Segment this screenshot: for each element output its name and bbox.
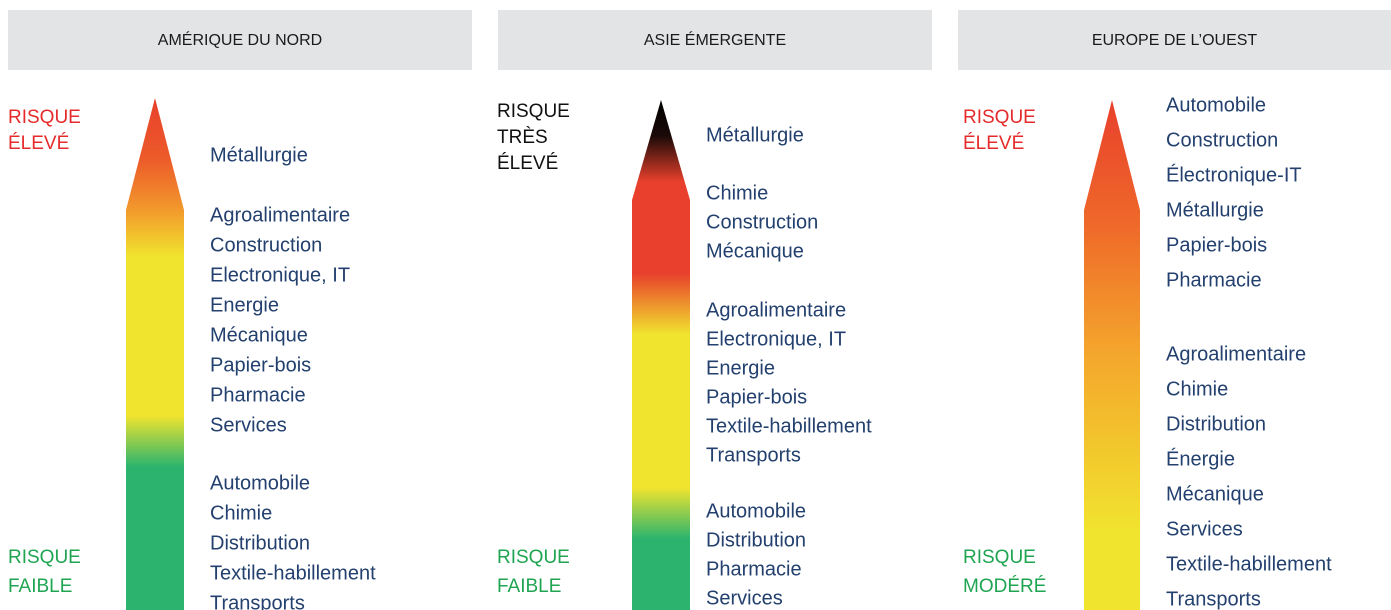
risk-label-top: ÉLEVÉ xyxy=(497,153,558,174)
panels: AMÉRIQUE DU NORD RISQUE ÉLEVÉ RISQUE FAIBLE M… xyxy=(8,10,1391,610)
region-header: AMÉRIQUE DU NORD xyxy=(158,30,322,49)
sector: Chimie xyxy=(1166,378,1228,400)
risk-label-top: RISQUE xyxy=(8,107,81,128)
sector: Métallurgie xyxy=(210,144,308,166)
risk-label-top: RISQUE xyxy=(497,101,570,122)
sector: Construction xyxy=(1166,129,1278,151)
panel: EUROPE DE L’OUEST RISQUE ÉLEVÉ RISQUE MODÉRÉ… xyxy=(958,10,1391,610)
sector: Construction xyxy=(706,211,818,233)
sector: Services xyxy=(1166,518,1243,540)
sector: Services xyxy=(210,414,287,436)
sector: Électronique-IT xyxy=(1166,163,1302,186)
sector: Transports xyxy=(210,592,305,610)
sector: Textile-habillement xyxy=(1166,553,1332,575)
sector: Mécanique xyxy=(210,324,308,346)
risk-label-top: RISQUE xyxy=(963,107,1036,128)
sector: Transports xyxy=(1166,588,1261,610)
sector: Papier-bois xyxy=(706,386,807,408)
sector: Chimie xyxy=(706,182,768,204)
sector: Agroalimentaire xyxy=(706,299,846,321)
sector: Pharmacie xyxy=(1166,269,1262,291)
sector: Mécanique xyxy=(706,240,804,262)
sector: Distribution xyxy=(706,529,806,551)
sector: Electronique, IT xyxy=(210,264,350,286)
sector: Services xyxy=(706,587,783,609)
risk-arrow xyxy=(126,98,184,610)
risk-label-bottom: FAIBLE xyxy=(497,576,561,597)
region-header-bg xyxy=(8,10,472,70)
risk-label-bottom: MODÉRÉ xyxy=(963,576,1046,597)
sector: Pharmacie xyxy=(210,384,306,406)
sector: Automobile xyxy=(1166,94,1266,116)
sector: Energie xyxy=(210,294,279,316)
sector: Mécanique xyxy=(1166,483,1264,505)
panel: ASIE ÉMERGENTE RISQUE TRÈS ÉLEVÉ RISQUE FAIBL… xyxy=(497,10,932,610)
region-header: EUROPE DE L’OUEST xyxy=(1092,32,1258,49)
risk-label-top: ÉLEVÉ xyxy=(8,133,69,154)
sector: Métallurgie xyxy=(1166,199,1264,221)
sector: Textile-habillement xyxy=(210,562,376,584)
sector: Construction xyxy=(210,234,322,256)
sector: Énergie xyxy=(1166,447,1235,470)
sector: Agroalimentaire xyxy=(1166,343,1306,365)
risk-label-bottom: RISQUE xyxy=(8,547,81,568)
sector: Automobile xyxy=(706,500,806,522)
sector: Transports xyxy=(706,444,801,466)
risk-arrow xyxy=(632,100,690,610)
region-header-bg xyxy=(498,10,932,70)
sector: Métallurgie xyxy=(706,124,804,146)
sector: Pharmacie xyxy=(706,558,802,580)
sector: Energie xyxy=(706,357,775,379)
region-header-bg xyxy=(958,10,1391,70)
risk-label-bottom: FAIBLE xyxy=(8,576,72,597)
risk-label-bottom: RISQUE xyxy=(963,547,1036,568)
risk-label-bottom: RISQUE xyxy=(497,547,570,568)
sector: Papier-bois xyxy=(210,354,311,376)
sector: Chimie xyxy=(210,502,272,524)
risk-arrow xyxy=(1084,100,1140,610)
sector: Papier-bois xyxy=(1166,234,1267,256)
region-header: ASIE ÉMERGENTE xyxy=(644,30,786,49)
risk-label-top: ÉLEVÉ xyxy=(963,133,1024,154)
sector: Electronique, IT xyxy=(706,328,846,350)
sector: Distribution xyxy=(210,532,310,554)
sector: Agroalimentaire xyxy=(210,204,350,226)
panel: AMÉRIQUE DU NORD RISQUE ÉLEVÉ RISQUE FAIBLE M… xyxy=(8,10,472,610)
sector: Automobile xyxy=(210,472,310,494)
sector: Textile-habillement xyxy=(706,415,872,437)
risk-label-top: TRÈS xyxy=(497,127,548,148)
sector: Distribution xyxy=(1166,413,1266,435)
